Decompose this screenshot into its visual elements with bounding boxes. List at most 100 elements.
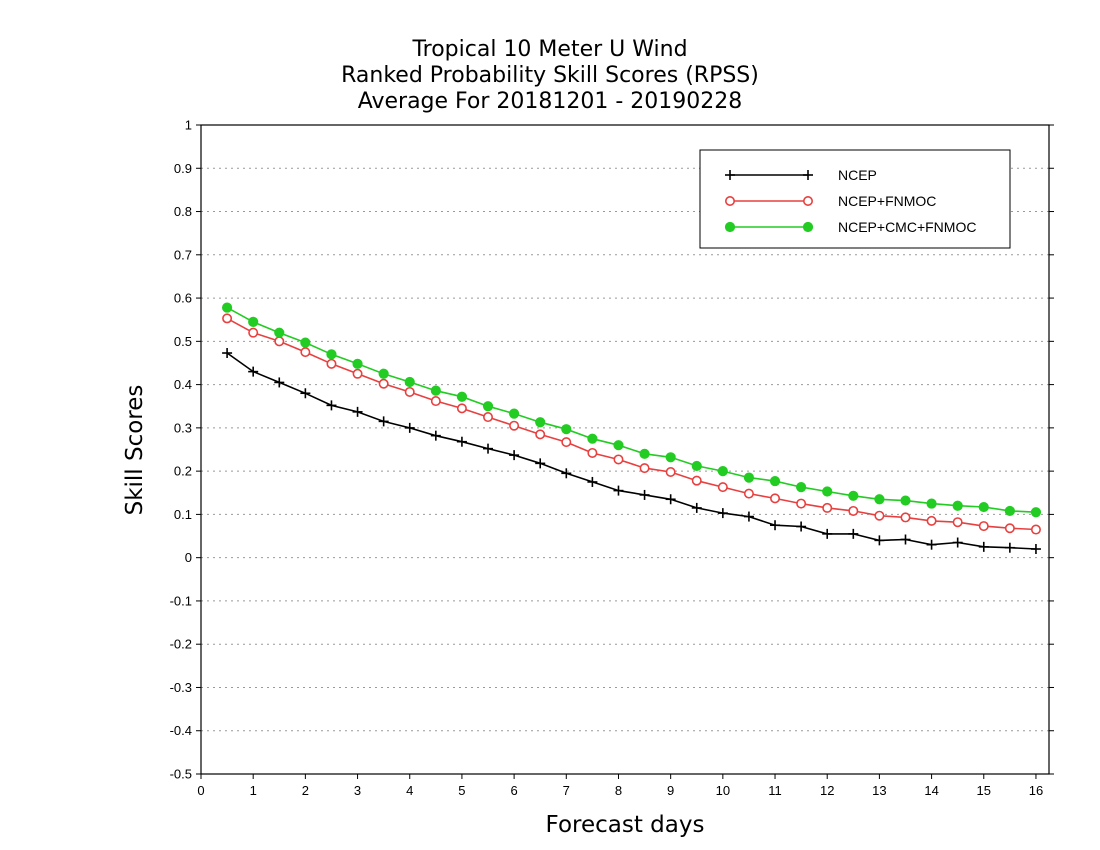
data-point bbox=[378, 368, 389, 379]
y-tick-label: 0.1 bbox=[174, 507, 192, 522]
data-point bbox=[248, 327, 259, 338]
data-point bbox=[300, 337, 311, 348]
data-point bbox=[482, 401, 494, 412]
x-tick-label: 7 bbox=[563, 783, 570, 798]
data-point bbox=[378, 378, 389, 389]
data-point bbox=[691, 502, 702, 513]
data-point bbox=[430, 385, 441, 396]
y-tick-label: 0.4 bbox=[174, 377, 192, 392]
data-point bbox=[300, 347, 311, 358]
data-point bbox=[874, 494, 885, 505]
data-point bbox=[665, 494, 676, 505]
data-point bbox=[796, 521, 807, 532]
data-point bbox=[691, 460, 702, 472]
series-ncep-cmc-fnmoc bbox=[221, 302, 1042, 518]
data-point bbox=[639, 448, 650, 459]
data-point bbox=[978, 521, 989, 532]
axis-ticks: -0.5 -0.4 -0.3 -0.2 -0.1 0 0.1 0.2 0.3 0.4 0.5 0.6 0… bbox=[170, 118, 1054, 798]
x-tick-label: 14 bbox=[924, 783, 938, 798]
data-point bbox=[952, 537, 963, 548]
data-point bbox=[456, 391, 468, 402]
data-point bbox=[535, 429, 546, 440]
data-point bbox=[1004, 505, 1015, 517]
data-point bbox=[561, 424, 572, 435]
data-point bbox=[561, 437, 572, 448]
data-point bbox=[274, 336, 285, 347]
data-point bbox=[509, 408, 520, 419]
data-point bbox=[848, 528, 859, 539]
data-point bbox=[535, 458, 546, 469]
data-point bbox=[535, 417, 546, 428]
data-point bbox=[456, 403, 467, 414]
data-point bbox=[639, 463, 650, 474]
data-point bbox=[900, 495, 911, 506]
x-tick-label: 12 bbox=[820, 783, 834, 798]
data-point bbox=[978, 501, 989, 513]
y-tick-label: 1 bbox=[185, 118, 192, 133]
data-point bbox=[613, 440, 624, 451]
chart-title-line-3: Average For 20181201 - 20190228 bbox=[357, 89, 743, 114]
data-point bbox=[822, 502, 833, 513]
data-point bbox=[822, 528, 833, 539]
data-point bbox=[430, 430, 441, 441]
plot-frame bbox=[200, 124, 1050, 775]
y-tick-label: 0.8 bbox=[174, 204, 192, 219]
data-point bbox=[483, 443, 494, 454]
data-point bbox=[743, 472, 755, 483]
data-point bbox=[769, 475, 781, 487]
y-tick-label: 0.7 bbox=[174, 247, 192, 262]
legend-marker-start bbox=[724, 221, 736, 233]
x-tick-label: 4 bbox=[406, 783, 413, 798]
data-point bbox=[665, 452, 676, 463]
data-point bbox=[874, 535, 885, 546]
data-point bbox=[978, 541, 989, 552]
data-point bbox=[326, 400, 337, 411]
data-point bbox=[274, 327, 285, 338]
data-point bbox=[900, 534, 911, 545]
legend-marker-end bbox=[802, 221, 814, 233]
data-point bbox=[613, 485, 624, 496]
x-tick-label: 6 bbox=[510, 783, 517, 798]
data-point bbox=[1030, 544, 1041, 555]
legend-marker-start bbox=[724, 196, 735, 207]
data-point bbox=[926, 539, 937, 550]
y-tick-label: 0.9 bbox=[174, 161, 192, 176]
data-point bbox=[926, 498, 937, 509]
y-tick-label: 0.2 bbox=[174, 464, 192, 479]
data-point bbox=[587, 433, 598, 444]
x-tick-label: 15 bbox=[977, 783, 991, 798]
data-point bbox=[248, 366, 259, 377]
data-point bbox=[743, 488, 754, 499]
legend-marker-end bbox=[803, 170, 813, 180]
data-point bbox=[874, 510, 885, 521]
chart-title-line-1: Tropical 10 Meter U Wind bbox=[412, 37, 688, 62]
x-tick-label: 2 bbox=[302, 783, 309, 798]
x-tick-label: 13 bbox=[872, 783, 886, 798]
legend-label: NCEP+FNMOC bbox=[838, 193, 936, 209]
y-axis-title: Skill Scores bbox=[122, 385, 148, 516]
y-tick-label: -0.4 bbox=[170, 723, 192, 738]
data-point bbox=[665, 466, 676, 477]
data-point bbox=[378, 416, 389, 427]
legend-label: NCEP bbox=[838, 167, 877, 183]
y-tick-label: -0.3 bbox=[170, 680, 192, 695]
data-point bbox=[248, 316, 259, 327]
x-tick-label: 16 bbox=[1029, 783, 1043, 798]
y-tick-label: 0.6 bbox=[174, 291, 192, 306]
series-line bbox=[226, 317, 1037, 531]
data-point bbox=[770, 493, 781, 504]
legend-entry: NCEP+CMC+FNMOC bbox=[724, 219, 976, 235]
data-point bbox=[926, 515, 937, 526]
x-tick-label: 3 bbox=[354, 783, 361, 798]
data-point bbox=[509, 450, 520, 461]
y-tick-label: 0 bbox=[185, 550, 192, 565]
data-point bbox=[613, 454, 624, 465]
data-point bbox=[221, 302, 233, 313]
y-tick-label: -0.2 bbox=[170, 637, 192, 652]
x-tick-label: 11 bbox=[768, 783, 782, 798]
data-point bbox=[352, 368, 363, 379]
data-point bbox=[952, 500, 963, 511]
data-point bbox=[404, 422, 415, 433]
data-point bbox=[717, 508, 728, 519]
legend-marker-end bbox=[802, 196, 813, 207]
